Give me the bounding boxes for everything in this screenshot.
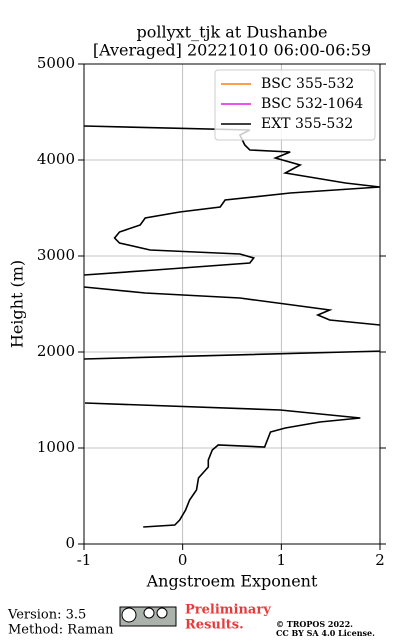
x-tick-label: 2: [375, 551, 385, 569]
x-tick-label: 0: [178, 551, 188, 569]
x-axis-label: Angstroem Exponent: [146, 572, 318, 591]
cc-logo-icon: [156, 607, 168, 619]
legend-label: BSC 532-1064: [261, 96, 363, 112]
copyright: © TROPOS 2022.: [276, 619, 353, 629]
data-line: [84, 125, 380, 528]
y-axis-label: Height (m): [8, 260, 27, 348]
version: Version: 3.5: [7, 608, 86, 623]
chart-title: pollyxt_tjk at Dushanbe: [136, 23, 327, 42]
legend-label: BSC 355-532: [261, 76, 354, 92]
x-tick-label: 1: [277, 551, 287, 569]
y-tick-label: 5000: [37, 54, 75, 72]
y-tick-label: 4000: [37, 150, 75, 168]
license: CC BY SA 4.0 License.: [276, 628, 375, 638]
notice: Results.: [185, 618, 244, 633]
cc-logo-icon: [121, 607, 137, 623]
y-tick-label: 0: [65, 534, 75, 552]
legend: BSC 355-532 BSC 532-1064 EXT 355-532: [214, 69, 376, 141]
legend-label: EXT 355-532: [261, 116, 353, 132]
footer: Version: 3.5 Method: Raman Preliminary R…: [7, 603, 375, 639]
legend-box: [214, 69, 376, 141]
method: Method: Raman: [8, 623, 114, 638]
y-tick-label: 2000: [37, 342, 75, 360]
y-tick-label: 3000: [37, 246, 75, 264]
x-tick-label: -1: [77, 551, 92, 569]
chart-subtitle: [Averaged] 20221010 06:00-06:59: [93, 41, 371, 60]
plot-frame: [83, 63, 381, 545]
y-tick-label: 1000: [37, 438, 75, 456]
notice: Preliminary: [185, 603, 271, 618]
cc-logo-icon: [143, 607, 155, 619]
